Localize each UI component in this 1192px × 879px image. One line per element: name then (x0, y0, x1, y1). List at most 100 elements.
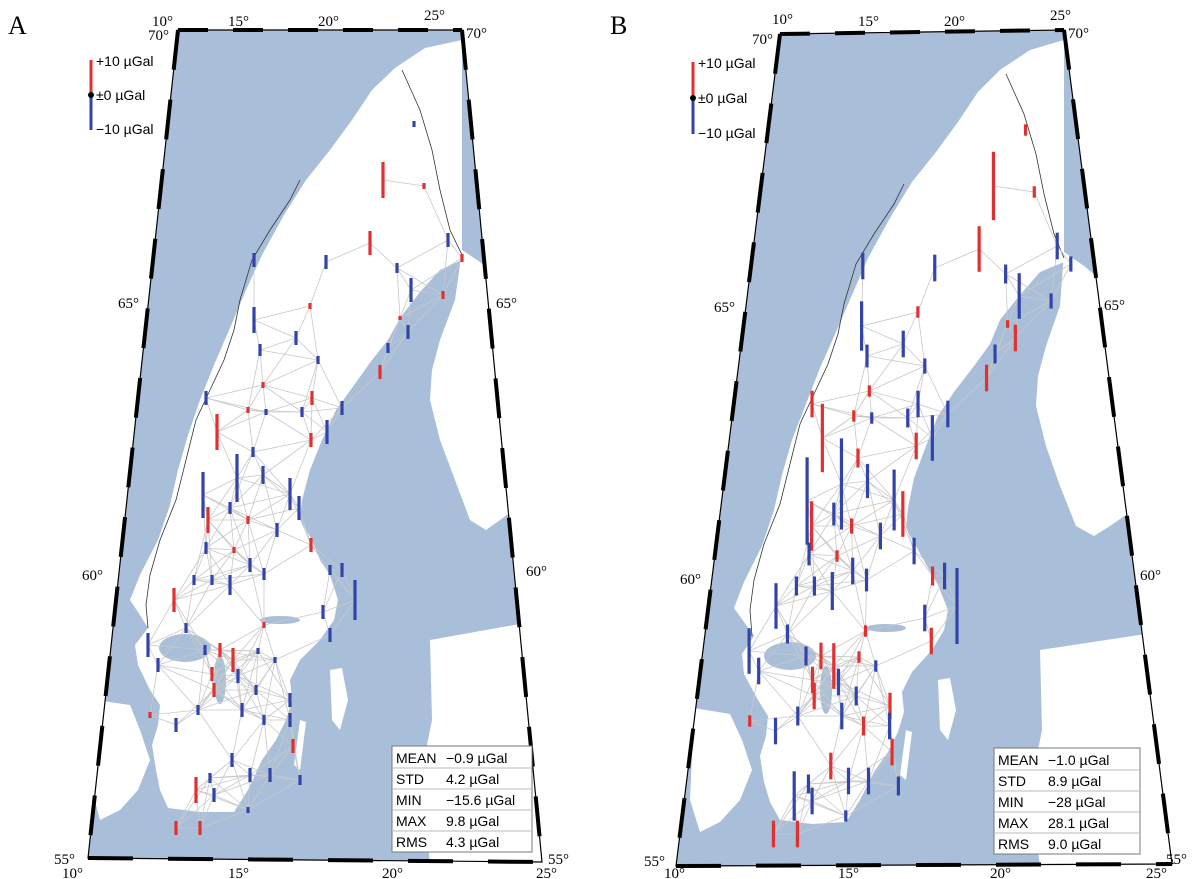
network-link (289, 439, 312, 495)
network-link (255, 689, 291, 721)
network-link (197, 689, 257, 711)
network-link (866, 535, 881, 581)
network-link (775, 553, 810, 607)
network-link (237, 675, 257, 691)
network-link (775, 590, 833, 607)
panel-letter-b: B (610, 11, 627, 40)
station-bar (878, 522, 882, 550)
network-link (396, 267, 412, 291)
network-link (147, 599, 175, 646)
network-link (157, 649, 206, 666)
panel-letter-a: A (8, 11, 27, 40)
network-link (858, 656, 891, 707)
network-link (216, 431, 238, 479)
network-link (265, 397, 313, 413)
stat-label-max-a: MAX (396, 813, 427, 829)
network-link (298, 507, 312, 546)
network-link (820, 655, 859, 658)
network-link (869, 390, 919, 405)
station-bar (807, 542, 811, 566)
station-bar (870, 412, 874, 424)
stat-value-rms-a: 4.3 µGal (446, 834, 499, 850)
network-link (311, 397, 343, 409)
network-link (907, 365, 926, 419)
station-bar (955, 568, 959, 644)
station-bar (206, 507, 210, 533)
stat-value-rms-b: 9.0 µGal (1048, 836, 1101, 852)
network-link (231, 759, 251, 776)
network-link (865, 617, 925, 632)
network-link (852, 570, 867, 581)
network-link (211, 573, 265, 581)
station-bar (246, 407, 250, 413)
network-link (808, 553, 853, 572)
network-link (257, 650, 291, 701)
station-bar (398, 316, 402, 320)
network-link (247, 519, 278, 531)
network-link (310, 431, 328, 441)
network-link (263, 659, 276, 721)
station-bar (235, 454, 239, 502)
network-link (205, 397, 218, 433)
network-link (205, 519, 249, 549)
station-bar (210, 575, 214, 585)
station-bar (324, 255, 328, 269)
network-link (1005, 245, 1058, 275)
network-link (808, 780, 869, 785)
network-link (213, 774, 271, 796)
network-link (861, 325, 904, 345)
network-link (247, 474, 264, 521)
network-link (880, 513, 904, 537)
network-link (917, 311, 926, 367)
network-link (322, 599, 356, 613)
network-link (247, 519, 251, 566)
station-bar (308, 303, 312, 309)
network-link (863, 725, 893, 753)
station-bar (747, 628, 751, 674)
station-bar (844, 810, 848, 822)
station-bar (812, 682, 816, 710)
station-bar (228, 502, 232, 514)
station-bar (446, 233, 450, 247)
network-link (806, 500, 852, 527)
network-link (255, 650, 259, 691)
network-link (252, 451, 264, 476)
station-bar (310, 391, 314, 405)
network-link (209, 777, 249, 811)
network-link (329, 599, 356, 636)
network-link (832, 579, 867, 592)
network-link (205, 547, 231, 586)
station-bar (395, 263, 399, 273)
station-bar (850, 518, 854, 534)
network-link (787, 633, 807, 657)
network-link (811, 780, 869, 802)
network-link (838, 681, 864, 727)
network-link (147, 627, 187, 646)
network-link (930, 605, 958, 642)
network-link (199, 794, 215, 829)
network-link (848, 780, 899, 787)
network-link (252, 451, 291, 495)
network-link (173, 547, 207, 601)
tick-top-lon-25-a: 25° (424, 8, 445, 24)
network-link (853, 390, 870, 417)
network-link (851, 480, 868, 527)
network-link (202, 477, 238, 496)
network-link (173, 599, 187, 629)
network-link (341, 371, 381, 409)
network-link (157, 664, 215, 691)
station-bar (184, 623, 188, 633)
network-link (841, 715, 864, 727)
network-link (773, 795, 795, 835)
station-bar (832, 643, 836, 689)
network-link (838, 656, 860, 683)
network-link (796, 553, 810, 587)
station-bar (1055, 232, 1059, 260)
network-link (797, 715, 832, 767)
station-bar (1069, 256, 1073, 272)
network-link (257, 650, 276, 661)
network-link (237, 650, 259, 677)
network-link (309, 305, 319, 361)
station-bar (406, 325, 410, 339)
network-link (924, 365, 949, 415)
